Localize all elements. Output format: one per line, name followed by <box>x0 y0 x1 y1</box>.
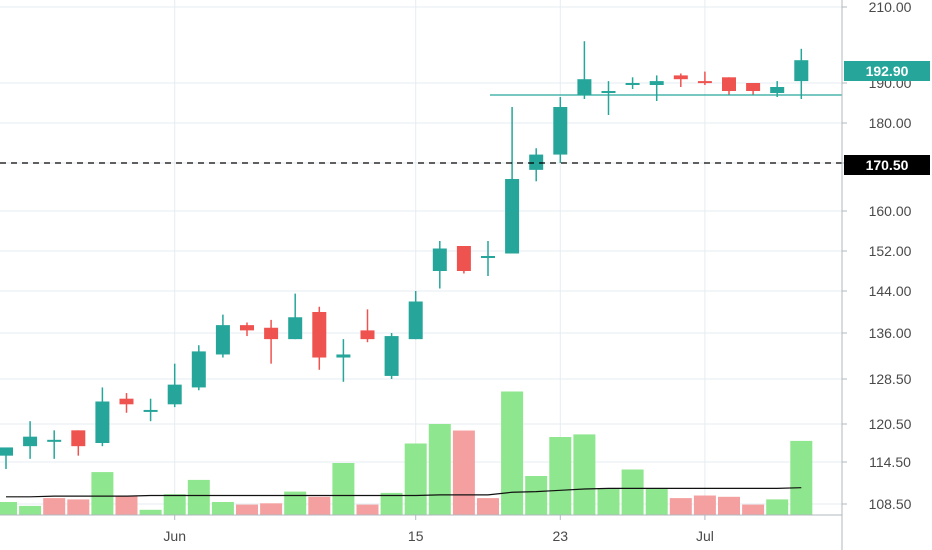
candle-body <box>625 83 640 85</box>
volume-bar <box>693 495 716 515</box>
candle-body <box>47 439 62 442</box>
volume-bar <box>501 391 524 515</box>
volume-bar <box>742 504 765 515</box>
candle-body <box>601 91 616 93</box>
candle-body <box>673 75 688 80</box>
volume-bar <box>452 430 475 515</box>
price-tick-label: 120.50 <box>869 416 912 432</box>
candle-body <box>143 409 158 412</box>
volume-bar <box>67 499 90 515</box>
candle-body <box>95 401 110 443</box>
price-tick-label: 136.00 <box>869 325 912 341</box>
volume-bar <box>260 503 283 515</box>
candle-body <box>167 384 182 405</box>
candle-body <box>119 398 134 405</box>
candle-body <box>191 351 206 388</box>
volume-bar <box>766 499 789 515</box>
price-lines <box>0 94 842 164</box>
candle-body <box>240 325 254 331</box>
candle-body <box>577 79 592 95</box>
volume-bar <box>621 469 644 515</box>
volume-bar <box>187 479 210 515</box>
candle-body <box>456 246 471 271</box>
volume-bar <box>284 491 307 515</box>
volume-bar <box>380 492 403 515</box>
volume-bar <box>549 437 572 515</box>
candle-body <box>71 430 86 447</box>
volume-ma-line <box>6 487 802 498</box>
volume-bar <box>139 509 162 515</box>
price-tick-label: 108.50 <box>869 496 912 512</box>
candle-body <box>432 248 447 271</box>
volume-bars <box>0 391 813 515</box>
candle-body <box>384 336 399 376</box>
candles <box>0 41 809 469</box>
time-tick-label: Jun <box>163 528 186 544</box>
candle-body <box>0 447 13 456</box>
candle-body <box>529 154 544 170</box>
volume-bar <box>19 505 42 515</box>
volume-bar <box>236 504 258 515</box>
time-axis: Jun 15 23 Jul <box>163 515 714 544</box>
price-tick-label: 160.00 <box>869 203 912 219</box>
volume-bar <box>525 476 548 515</box>
time-tick-label: 23 <box>553 528 569 544</box>
volume-bar <box>718 496 740 515</box>
dashed-level-badge <box>844 155 930 175</box>
candle-body <box>722 77 736 91</box>
volume-bar <box>0 502 17 515</box>
candle-body <box>408 301 423 340</box>
candle-body <box>312 312 327 358</box>
volume-bar <box>43 498 66 515</box>
volume-bar <box>211 502 234 515</box>
last-price-badge <box>844 61 930 81</box>
price-tick-label: 210.00 <box>869 0 912 15</box>
candle-body <box>794 60 809 82</box>
volume-bar <box>163 494 186 515</box>
volume-bar <box>477 498 499 515</box>
candle-body <box>770 87 785 93</box>
time-tick-label: Jul <box>696 528 714 544</box>
candle-body <box>746 83 761 91</box>
candle-body <box>697 81 712 84</box>
volume-bar <box>790 440 813 515</box>
volume-bar <box>356 504 379 515</box>
candle-body <box>360 330 375 340</box>
price-tick-label: 128.50 <box>869 371 912 387</box>
dashed-level-label: 170.50 <box>866 157 909 173</box>
grid-lines <box>0 0 842 515</box>
price-tick-label: 180.00 <box>869 115 912 131</box>
volume-bar <box>428 424 451 515</box>
price-tick-label: 144.00 <box>869 283 912 299</box>
time-tick-label: 15 <box>408 528 424 544</box>
price-tick-label: 114.50 <box>869 454 911 470</box>
volume-bar <box>115 495 138 515</box>
volume-bar <box>645 489 668 515</box>
price-tick-label: 152.00 <box>869 243 912 259</box>
last-price-label: 192.90 <box>866 63 909 79</box>
candle-body <box>553 107 568 155</box>
volume-bar <box>404 443 427 515</box>
candle-body <box>264 327 279 340</box>
volume-bar <box>597 489 620 515</box>
volume-bar <box>669 498 692 515</box>
candle-body <box>215 325 230 355</box>
volume-bar <box>332 463 355 515</box>
candle-body <box>288 317 303 340</box>
candle-body <box>336 354 351 358</box>
volume-bar <box>573 434 596 515</box>
candle-body <box>481 256 495 258</box>
volume-bar <box>91 472 114 515</box>
candle-body <box>505 179 520 254</box>
candle-body <box>23 436 38 447</box>
volume-bar <box>308 496 331 515</box>
candle-body <box>649 81 664 85</box>
